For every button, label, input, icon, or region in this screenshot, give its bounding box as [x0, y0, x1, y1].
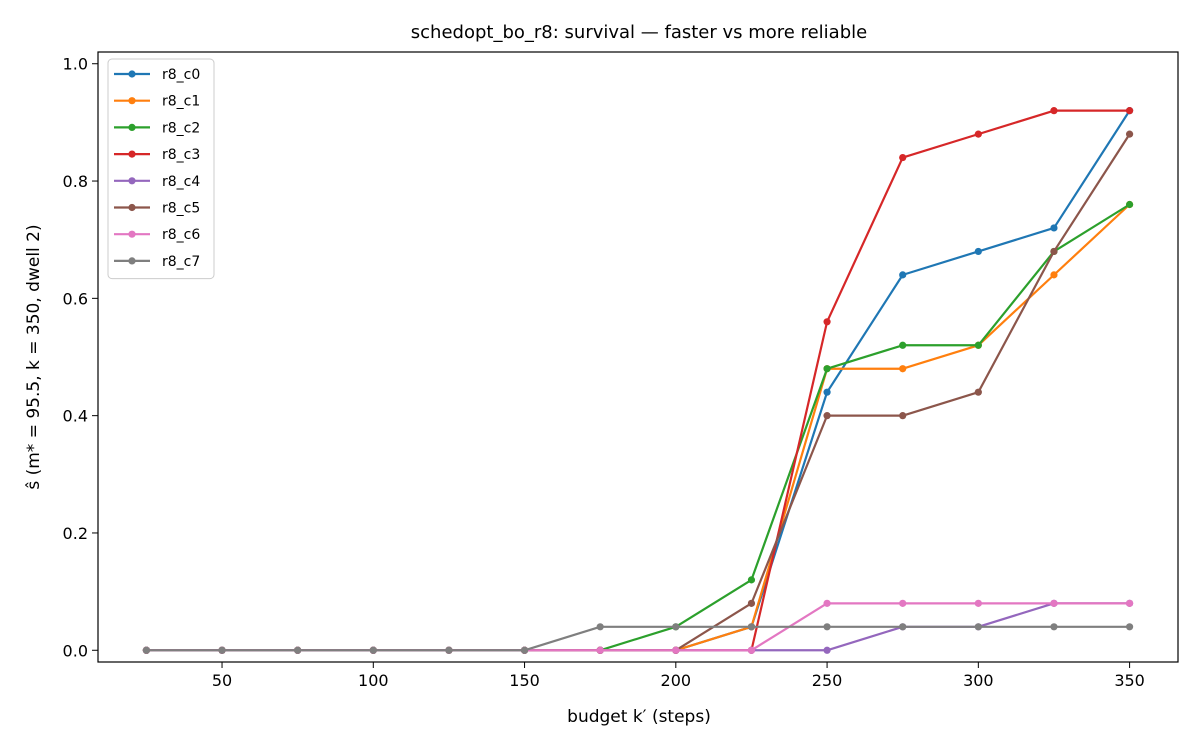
data-point-r8-c6	[899, 599, 907, 607]
legend-label-r8-c2: r8_c2	[162, 120, 200, 136]
data-point-r8-c3	[1050, 107, 1058, 115]
legend-marker-r8-c7	[128, 257, 136, 265]
data-point-r8-c3	[823, 318, 831, 326]
data-point-r8-c6	[974, 599, 982, 607]
data-point-r8-c7	[369, 646, 377, 654]
legend-marker-r8-c5	[128, 203, 136, 212]
legend-label-r8-c0: r8_c0	[162, 67, 200, 83]
data-point-r8-c1	[1050, 271, 1058, 279]
legend: r8_c0 r8_c1 r8_c2 r8_c3 r8_c4 r8_c5 r8_c6 r8_c7	[107, 58, 215, 280]
data-point-r8-c3	[1125, 107, 1134, 115]
legend-marker-r8-c2	[128, 123, 136, 131]
data-point-r8-c7	[218, 646, 226, 654]
data-point-r8-c0	[974, 247, 982, 256]
data-point-r8-c2	[1125, 200, 1134, 209]
x-tick-label: 100	[358, 671, 389, 690]
legend-marker-r8-c4	[128, 177, 136, 185]
y-tick-label: 0.6	[63, 289, 88, 308]
data-point-r8-c7	[445, 646, 453, 654]
data-point-r8-c6	[1125, 599, 1134, 607]
legend-label-r8-c6: r8_c6	[162, 227, 200, 243]
data-point-r8-c3	[974, 130, 982, 138]
y-axis-label: ŝ (m* = 95.5, k = 350, dwell 2)	[24, 224, 44, 489]
legend-label-r8-c7: r8_c7	[162, 254, 200, 270]
data-point-r8-c7	[520, 646, 529, 654]
legend-marker-r8-c0	[128, 70, 136, 78]
data-point-r8-c0	[823, 388, 831, 396]
y-tick-label: 0.2	[63, 524, 88, 543]
data-point-r8-c7	[142, 646, 151, 654]
data-point-r8-c5	[974, 388, 982, 396]
data-point-r8-c5	[1125, 130, 1134, 138]
data-point-r8-c2	[747, 576, 756, 584]
data-point-r8-c6	[747, 646, 756, 654]
plot-area: 50 100 150 200 250 300 350 0.0 0.2 0.4 0.6 0.8 1.0	[63, 51, 1179, 690]
x-tick-label: 250	[812, 671, 843, 690]
y-tick-label: 0.0	[63, 641, 88, 660]
data-point-r8-c7	[747, 623, 756, 631]
data-point-r8-c1	[899, 365, 907, 373]
x-tick-label: 200	[661, 671, 692, 690]
data-point-r8-c2	[823, 365, 831, 373]
data-point-r8-c7	[672, 623, 680, 631]
legend-label-r8-c3: r8_c3	[162, 147, 200, 163]
data-point-r8-c7	[1125, 623, 1134, 631]
data-point-r8-c6	[1050, 599, 1058, 607]
data-point-r8-c7	[596, 623, 604, 631]
legend-label-r8-c4: r8_c4	[162, 174, 200, 190]
data-point-r8-c7	[294, 646, 302, 654]
series-line-r8-c7	[146, 625, 1130, 652]
data-point-r8-c5	[1050, 247, 1058, 256]
legend-label-r8-c5: r8_c5	[162, 201, 200, 217]
data-point-r8-c0	[1050, 224, 1058, 232]
y-tick-label: 0.8	[63, 172, 88, 191]
chart-title: schedopt_bo_r8: survival — faster vs mor…	[411, 22, 867, 43]
data-point-r8-c7	[899, 623, 907, 631]
data-point-r8-c2	[899, 341, 907, 349]
data-point-r8-c6	[672, 646, 680, 654]
data-point-r8-c6	[823, 599, 831, 607]
data-point-r8-c7	[1050, 623, 1058, 631]
data-point-r8-c2	[974, 341, 982, 349]
legend-marker-r8-c1	[128, 97, 136, 105]
data-point-r8-c4	[823, 646, 831, 654]
plot-frame	[97, 51, 1179, 663]
x-axis-label: budget k′ (steps)	[567, 707, 711, 727]
data-point-r8-c3	[899, 153, 907, 162]
legend-marker-r8-c3	[128, 150, 136, 158]
legend-box	[107, 58, 215, 280]
y-tick-label: 0.4	[63, 407, 88, 426]
x-tick-label: 150	[509, 671, 540, 690]
data-point-r8-c7	[974, 623, 982, 631]
data-point-r8-c5	[823, 412, 831, 420]
x-tick-label: 350	[1114, 671, 1145, 690]
data-point-r8-c7	[823, 623, 831, 631]
y-tick-label: 1.0	[63, 55, 88, 74]
data-point-r8-c6	[596, 646, 604, 654]
x-tick-label: 300	[963, 671, 994, 690]
legend-label-r8-c1: r8_c1	[162, 94, 200, 110]
data-point-r8-c5	[747, 599, 756, 607]
legend-marker-r8-c6	[128, 230, 136, 238]
x-tick-label: 50	[212, 671, 232, 690]
data-point-r8-c5	[899, 412, 907, 420]
data-point-r8-c0	[899, 271, 907, 279]
